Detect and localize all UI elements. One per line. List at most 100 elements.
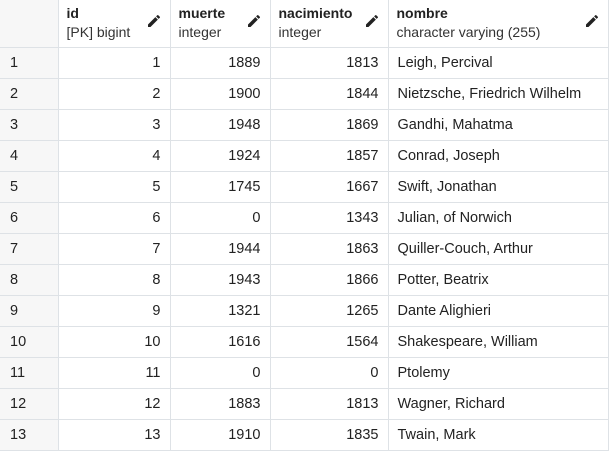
cell-muerte[interactable]: 0	[170, 357, 271, 389]
cell-id[interactable]: 13	[58, 419, 171, 451]
column-type: integer	[278, 24, 322, 40]
cell-nacimiento[interactable]: 1265	[270, 295, 389, 327]
table-row[interactable]: 12 12 1883 1813 Wagner, Richard	[0, 388, 609, 420]
row-number[interactable]: 6	[0, 202, 59, 234]
row-number[interactable]: 7	[0, 233, 59, 265]
cell-id[interactable]: 2	[58, 78, 171, 110]
cell-id[interactable]: 12	[58, 388, 171, 420]
column-name: nacimiento	[278, 5, 353, 21]
cell-nacimiento[interactable]: 1667	[270, 171, 389, 203]
cell-id[interactable]: 8	[58, 264, 171, 296]
cell-nombre[interactable]: Dante Alighieri	[388, 295, 609, 327]
table-row[interactable]: 4 4 1924 1857 Conrad, Joseph	[0, 140, 609, 172]
column-header-muerte[interactable]: muerte integer	[170, 0, 271, 48]
column-type: [PK] bigint	[66, 24, 131, 40]
cell-muerte[interactable]: 1910	[170, 419, 271, 451]
table-row[interactable]: 8 8 1943 1866 Potter, Beatrix	[0, 264, 609, 296]
column-header-nacimiento[interactable]: nacimiento integer	[270, 0, 389, 48]
cell-id[interactable]: 7	[58, 233, 171, 265]
pencil-icon[interactable]	[364, 13, 380, 29]
cell-nacimiento[interactable]: 1866	[270, 264, 389, 296]
table-row[interactable]: 2 2 1900 1844 Nietzsche, Friedrich Wilhe…	[0, 78, 609, 110]
row-number[interactable]: 11	[0, 357, 59, 389]
row-number[interactable]: 10	[0, 326, 59, 358]
cell-muerte[interactable]: 1948	[170, 109, 271, 141]
row-number[interactable]: 8	[0, 264, 59, 296]
cell-id[interactable]: 10	[58, 326, 171, 358]
table-row[interactable]: 1 1 1889 1813 Leigh, Percival	[0, 47, 609, 79]
row-number-header[interactable]	[0, 0, 59, 48]
cell-nacimiento[interactable]: 1343	[270, 202, 389, 234]
cell-nacimiento[interactable]: 1813	[270, 388, 389, 420]
column-name: nombre	[396, 5, 448, 21]
cell-nacimiento[interactable]: 1844	[270, 78, 389, 110]
row-number[interactable]: 3	[0, 109, 59, 141]
table-row[interactable]: 5 5 1745 1667 Swift, Jonathan	[0, 171, 609, 203]
cell-muerte[interactable]: 1889	[170, 47, 271, 79]
cell-nombre[interactable]: Potter, Beatrix	[388, 264, 609, 296]
cell-nacimiento[interactable]: 0	[270, 357, 389, 389]
cell-nacimiento[interactable]: 1564	[270, 326, 389, 358]
cell-muerte[interactable]: 1745	[170, 171, 271, 203]
pencil-icon[interactable]	[146, 13, 162, 29]
cell-nacimiento[interactable]: 1857	[270, 140, 389, 172]
cell-nacimiento[interactable]: 1869	[270, 109, 389, 141]
cell-nombre[interactable]: Wagner, Richard	[388, 388, 609, 420]
table-row[interactable]: 9 9 1321 1265 Dante Alighieri	[0, 295, 609, 327]
column-header-nombre[interactable]: nombre character varying (255)	[388, 0, 609, 48]
cell-muerte[interactable]: 0	[170, 202, 271, 234]
cell-nombre[interactable]: Quiller-Couch, Arthur	[388, 233, 609, 265]
row-number[interactable]: 13	[0, 419, 59, 451]
cell-muerte[interactable]: 1883	[170, 388, 271, 420]
cell-nombre[interactable]: Leigh, Percival	[388, 47, 609, 79]
table-header: id [PK] bigint muerte integer	[0, 0, 609, 48]
header-row: id [PK] bigint muerte integer	[0, 0, 609, 48]
cell-nombre[interactable]: Swift, Jonathan	[388, 171, 609, 203]
cell-muerte[interactable]: 1900	[170, 78, 271, 110]
cell-nombre[interactable]: Shakespeare, William	[388, 326, 609, 358]
cell-nombre[interactable]: Julian, of Norwich	[388, 202, 609, 234]
row-number[interactable]: 1	[0, 47, 59, 79]
cell-nombre[interactable]: Gandhi, Mahatma	[388, 109, 609, 141]
cell-id[interactable]: 5	[58, 171, 171, 203]
table-row[interactable]: 10 10 1616 1564 Shakespeare, William	[0, 326, 609, 358]
cell-nacimiento[interactable]: 1813	[270, 47, 389, 79]
row-number[interactable]: 5	[0, 171, 59, 203]
table-row[interactable]: 3 3 1948 1869 Gandhi, Mahatma	[0, 109, 609, 141]
table-row[interactable]: 11 11 0 0 Ptolemy	[0, 357, 609, 389]
row-number[interactable]: 12	[0, 388, 59, 420]
cell-id[interactable]: 1	[58, 47, 171, 79]
cell-nacimiento[interactable]: 1863	[270, 233, 389, 265]
table-row[interactable]: 6 6 0 1343 Julian, of Norwich	[0, 202, 609, 234]
cell-muerte[interactable]: 1924	[170, 140, 271, 172]
cell-nombre[interactable]: Twain, Mark	[388, 419, 609, 451]
cell-nombre[interactable]: Conrad, Joseph	[388, 140, 609, 172]
cell-id[interactable]: 3	[58, 109, 171, 141]
cell-muerte[interactable]: 1944	[170, 233, 271, 265]
row-number[interactable]: 2	[0, 78, 59, 110]
cell-id[interactable]: 4	[58, 140, 171, 172]
cell-id[interactable]: 6	[58, 202, 171, 234]
row-number[interactable]: 4	[0, 140, 59, 172]
cell-id[interactable]: 9	[58, 295, 171, 327]
column-type: character varying (255)	[396, 24, 541, 40]
cell-id[interactable]: 11	[58, 357, 171, 389]
column-header-id[interactable]: id [PK] bigint	[58, 0, 171, 48]
cell-nombre[interactable]: Ptolemy	[388, 357, 609, 389]
pencil-icon[interactable]	[584, 13, 600, 29]
cell-nombre[interactable]: Nietzsche, Friedrich Wilhelm	[388, 78, 609, 110]
table-body: 1 1 1889 1813 Leigh, Percival 2 2 1900 1…	[0, 47, 609, 451]
row-number[interactable]: 9	[0, 295, 59, 327]
table-row[interactable]: 13 13 1910 1835 Twain, Mark	[0, 419, 609, 451]
cell-muerte[interactable]: 1943	[170, 264, 271, 296]
cell-nacimiento[interactable]: 1835	[270, 419, 389, 451]
cell-muerte[interactable]: 1616	[170, 326, 271, 358]
table-row[interactable]: 7 7 1944 1863 Quiller-Couch, Arthur	[0, 233, 609, 265]
column-name: id	[66, 5, 79, 21]
column-type: integer	[178, 24, 222, 40]
pencil-icon[interactable]	[246, 13, 262, 29]
column-name: muerte	[178, 5, 226, 21]
cell-muerte[interactable]: 1321	[170, 295, 271, 327]
